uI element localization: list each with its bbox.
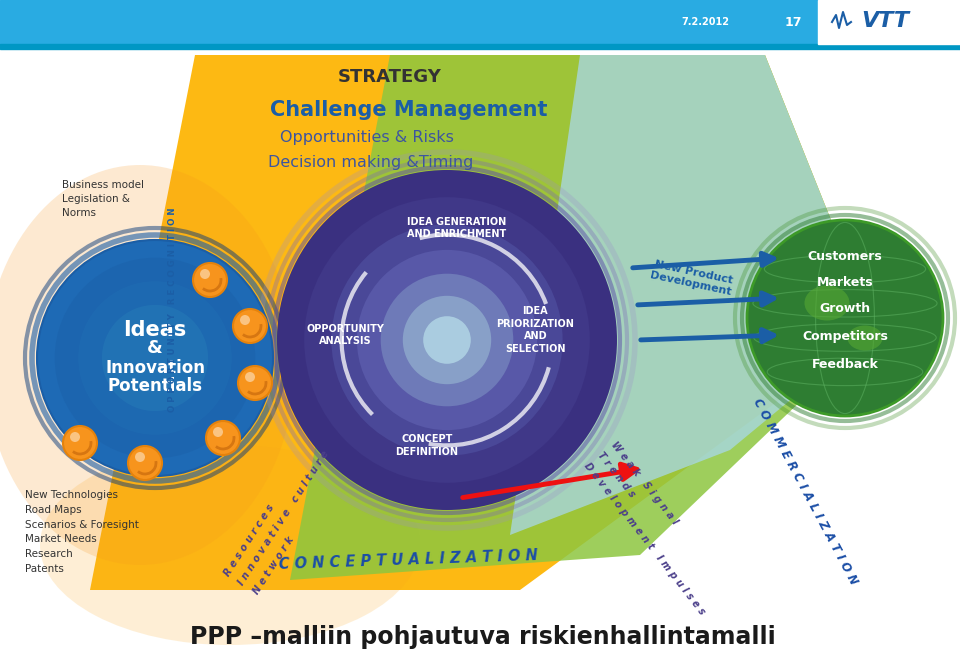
Circle shape <box>381 274 514 406</box>
Circle shape <box>233 309 267 343</box>
Circle shape <box>55 258 255 458</box>
Text: CONCEPT
DEFINITION: CONCEPT DEFINITION <box>396 434 459 457</box>
Circle shape <box>245 372 255 382</box>
Text: O P P O R T U N I T Y   R E C O G N I T I O N: O P P O R T U N I T Y R E C O G N I T I … <box>167 208 177 412</box>
Circle shape <box>128 446 162 480</box>
Text: IDEA GENERATION
AND ENRICHMENT: IDEA GENERATION AND ENRICHMENT <box>407 216 507 239</box>
Circle shape <box>747 220 943 416</box>
Circle shape <box>79 282 231 435</box>
Ellipse shape <box>40 445 420 645</box>
Text: Competitors: Competitors <box>802 329 888 343</box>
Text: PPP –malliin pohjautuva riskienhallintamalli: PPP –malliin pohjautuva riskienhallintam… <box>190 625 776 649</box>
Ellipse shape <box>804 286 850 321</box>
Circle shape <box>357 250 537 430</box>
Circle shape <box>238 366 272 400</box>
Ellipse shape <box>0 165 295 565</box>
Text: W e a k   S i g n a l
T r e n d s
D e v e l o p m e n t   I m p u l s e s: W e a k S i g n a l T r e n d s D e v e … <box>582 440 734 617</box>
Polygon shape <box>290 55 875 580</box>
Text: Opportunities & Risks: Opportunities & Risks <box>280 130 454 145</box>
Text: C O M M E R C I A L I Z A T I O N: C O M M E R C I A L I Z A T I O N <box>750 396 860 588</box>
Ellipse shape <box>848 325 882 351</box>
Text: Customers: Customers <box>807 250 882 262</box>
Text: Ideas: Ideas <box>124 320 186 340</box>
Text: VTT: VTT <box>861 11 909 31</box>
Text: C O N C E P T U A L I Z A T I O N: C O N C E P T U A L I Z A T I O N <box>278 548 538 572</box>
Text: Potentials: Potentials <box>108 377 203 395</box>
Text: Growth: Growth <box>820 301 871 315</box>
Text: New Product
Development: New Product Development <box>649 259 734 297</box>
Circle shape <box>277 170 617 510</box>
Text: Markets: Markets <box>817 276 874 288</box>
Circle shape <box>63 426 97 460</box>
Text: Challenge Management: Challenge Management <box>270 100 547 120</box>
Circle shape <box>423 316 470 364</box>
Circle shape <box>403 295 492 384</box>
Text: OPPORTUNITY
ANALYSIS: OPPORTUNITY ANALYSIS <box>306 324 384 346</box>
Circle shape <box>193 263 227 297</box>
Polygon shape <box>90 55 875 590</box>
Circle shape <box>70 432 80 442</box>
Circle shape <box>206 421 240 455</box>
Circle shape <box>213 427 223 437</box>
Text: New Technologies
Road Maps
Scenarios & Foresight
Market Needs
Research
Patents: New Technologies Road Maps Scenarios & F… <box>25 490 139 574</box>
Text: R e s o u r c e s
I n n o v a t i v e   c u l t u r e
N e t w o r k: R e s o u r c e s I n n o v a t i v e c … <box>222 440 346 596</box>
Bar <box>0 44 960 49</box>
Text: 17: 17 <box>784 15 802 29</box>
Text: STRATEGY: STRATEGY <box>338 68 442 86</box>
Circle shape <box>37 240 273 476</box>
Text: 7.2.2012: 7.2.2012 <box>681 17 729 27</box>
Text: &: & <box>147 339 163 357</box>
Circle shape <box>135 452 145 462</box>
Text: Innovation: Innovation <box>105 359 205 377</box>
Bar <box>818 0 960 44</box>
Text: Business model
Legislation &
Norms: Business model Legislation & Norms <box>62 180 144 218</box>
Text: IDEA
PRIORIZATION
AND
SELECTION: IDEA PRIORIZATION AND SELECTION <box>496 306 574 354</box>
Circle shape <box>240 315 250 325</box>
Text: Decision making &Timing: Decision making &Timing <box>268 155 473 170</box>
Circle shape <box>102 305 208 411</box>
Circle shape <box>304 197 589 483</box>
Bar <box>0 0 960 44</box>
Circle shape <box>331 224 563 456</box>
Text: Feedback: Feedback <box>811 357 878 371</box>
Circle shape <box>200 269 210 279</box>
Polygon shape <box>510 55 875 535</box>
